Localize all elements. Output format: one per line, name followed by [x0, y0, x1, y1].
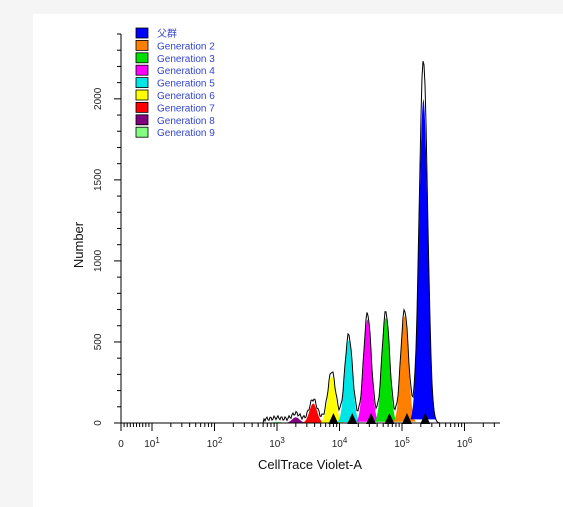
x-tick-label: 0: [118, 439, 124, 450]
legend-swatch: [135, 89, 149, 101]
peak-generation-3: [374, 317, 398, 422]
y-tick-label: 0: [93, 420, 104, 426]
legend-swatch: [135, 52, 149, 64]
x-tick-label: 101: [144, 436, 160, 450]
y-tick-label: 1500: [93, 168, 104, 191]
peak-generation-6: [320, 376, 344, 423]
legend-swatch: [135, 102, 149, 113]
y-tick-label: 1000: [93, 249, 104, 272]
gate-marker: [347, 413, 358, 424]
x-tick-label: 104: [332, 436, 348, 450]
peak-generation-7: [301, 403, 325, 423]
x-tick-label: 102: [207, 436, 223, 450]
x-tick-label: 105: [394, 436, 410, 450]
legend-swatch: [135, 126, 149, 138]
legend-label: Generation 2: [157, 41, 215, 52]
legend-swatch: [135, 64, 149, 76]
y-tick-label: 500: [93, 333, 104, 350]
x-tick-label: 106: [457, 436, 473, 450]
legend-swatch: [135, 27, 149, 39]
legend-label: Generation 6: [157, 91, 215, 102]
gate-marker: [401, 413, 412, 424]
legend-swatch: [135, 39, 149, 51]
legend-label: Generation 7: [157, 103, 215, 114]
peak-generation-5: [337, 340, 360, 423]
legend-swatch: [135, 77, 149, 88]
chart-card: 0 500 1000 1500 2000 0 101 102 103 104 105 106 父群 Ge…: [33, 14, 563, 507]
peak-generation-4: [356, 319, 379, 422]
peak-generation-8: [284, 417, 308, 423]
gate-marker: [420, 413, 431, 424]
x-axis-title: CellTrace Violet-A: [258, 457, 362, 472]
legend-label: Generation 4: [157, 66, 215, 77]
y-tick-label: 2000: [93, 87, 104, 110]
legend-label: Generation 9: [157, 128, 215, 139]
y-axis-title: Number: [71, 221, 86, 268]
legend-label: Generation 5: [157, 79, 215, 90]
gate-marker: [384, 413, 395, 424]
peak-generation-2: [393, 316, 416, 422]
gate-marker: [328, 413, 339, 424]
legend-label: 父群: [157, 27, 177, 40]
legend-label: Generation 3: [157, 54, 215, 65]
peak-父群: [410, 98, 437, 420]
legend-swatch: [135, 114, 149, 126]
x-tick-label: 103: [269, 436, 285, 450]
gate-marker: [366, 413, 377, 424]
legend-label: Generation 8: [157, 116, 215, 127]
